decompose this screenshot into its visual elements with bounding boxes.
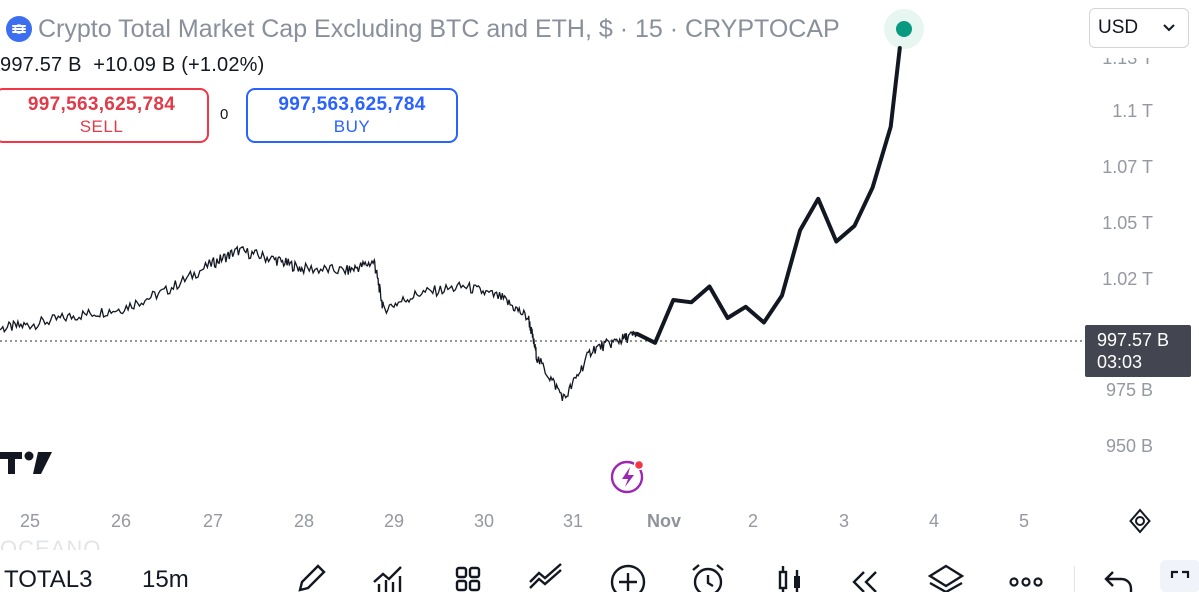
layers-icon[interactable] [926, 560, 966, 592]
sell-label: SELL [79, 116, 124, 136]
tradingview-logo-icon [0, 448, 54, 481]
price-series-line [0, 245, 638, 402]
symbol-logo-icon [6, 16, 32, 42]
change-pct: (+1.02%) [181, 54, 265, 76]
draw-pencil-icon[interactable] [291, 560, 331, 592]
bar-countdown: 03:03 [1097, 352, 1143, 372]
toolbar-symbol[interactable]: TOTAL3 [4, 566, 93, 593]
replay-icon[interactable] [846, 560, 886, 592]
x-tick-25: 25 [19, 511, 41, 531]
y-tick-1: 1.13 T [1102, 48, 1153, 68]
current-price-badge: 997.57 B 03:03 [1085, 325, 1191, 377]
current-price-label: 997.57 B [1097, 330, 1170, 350]
candles-icon[interactable] [770, 560, 810, 592]
bottom-toolbar [0, 552, 1199, 592]
market-open-dot [896, 21, 912, 37]
y-tick-4: 1.05 T [1102, 213, 1153, 233]
x-tick-4: 4 [928, 511, 940, 531]
add-icon[interactable] [608, 560, 648, 592]
undo-icon[interactable] [1099, 560, 1139, 592]
price-chart[interactable] [0, 0, 1199, 552]
buy-button[interactable]: 997,563,625,784 BUY [246, 88, 458, 143]
more-icon[interactable] [1006, 560, 1046, 592]
x-tick-30: 30 [473, 511, 495, 531]
x-tick-29: 29 [383, 511, 405, 531]
y-tick-6: 975 B [1105, 380, 1153, 400]
symbol-title: Crypto Total Market Cap Excluding BTC an… [38, 14, 840, 43]
axis-settings-icon[interactable] [1126, 507, 1154, 535]
y-tick-5: 1.02 T [1102, 269, 1153, 289]
sell-price: 997,563,625,784 [27, 93, 176, 115]
indicators-icon[interactable] [368, 560, 408, 592]
buy-price: 997,563,625,784 [278, 93, 426, 115]
x-tick-2: 2 [747, 511, 759, 531]
layout-grid-icon[interactable] [448, 560, 488, 592]
alarm-icon[interactable] [688, 560, 728, 592]
price-change-line: 997.57 B +10.09 B (+1.02%) [0, 54, 265, 77]
currency-select[interactable]: USD [1089, 8, 1189, 48]
x-tick-27: 27 [202, 511, 224, 531]
projection-drawing-line [635, 46, 902, 345]
last-price: 997.57 B [0, 54, 82, 76]
compare-icon[interactable] [528, 560, 568, 592]
x-tick-31: 31 [562, 511, 584, 531]
symbol-header[interactable]: Crypto Total Market Cap Excluding BTC an… [6, 12, 840, 46]
sell-button[interactable]: 997,563,625,784 SELL [0, 88, 209, 143]
toolbar-interval[interactable]: 15m [142, 566, 189, 593]
currency-value: USD [1098, 17, 1139, 38]
x-tick-26: 26 [110, 511, 132, 531]
change-abs: +10.09 B [93, 54, 176, 76]
buy-label: BUY [333, 116, 371, 136]
spread-value: 0 [220, 106, 229, 123]
toolbar-separator [1074, 566, 1075, 592]
chevron-down-icon [1162, 17, 1176, 39]
x-tick-28: 28 [293, 511, 315, 531]
y-tick-7: 950 B [1105, 436, 1153, 456]
market-status-indicator[interactable] [884, 9, 924, 49]
fullscreen-icon[interactable] [1160, 560, 1199, 592]
y-tick-2: 1.1 T [1112, 101, 1153, 121]
x-tick-nov: Nov [646, 511, 682, 531]
x-tick-3: 3 [838, 511, 850, 531]
flash-icon[interactable] [610, 458, 646, 494]
x-tick-5: 5 [1018, 511, 1030, 531]
y-tick-3: 1.07 T [1102, 157, 1153, 177]
watermark-text: OCEANO [0, 536, 102, 561]
